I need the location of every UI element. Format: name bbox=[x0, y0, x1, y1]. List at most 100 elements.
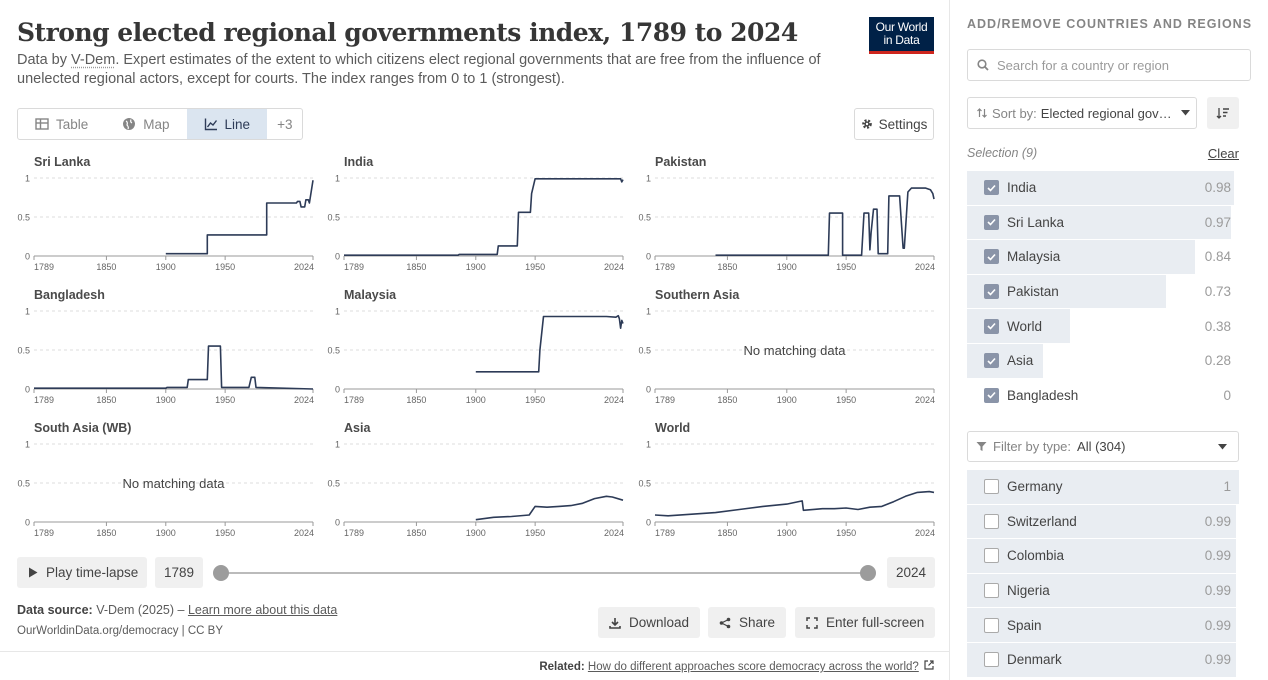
tab-line-label: Line bbox=[224, 116, 251, 132]
x-tick-label: 1950 bbox=[215, 528, 235, 538]
play-timelapse-button[interactable]: Play time-lapse bbox=[17, 557, 147, 588]
panel-title: India bbox=[344, 155, 374, 169]
tab-line[interactable]: Line bbox=[186, 109, 268, 139]
line-chart-icon bbox=[204, 118, 217, 131]
end-year-box[interactable]: 2024 bbox=[887, 557, 936, 588]
learn-more-link[interactable]: Learn more about this data bbox=[187, 603, 338, 617]
search-box[interactable] bbox=[967, 49, 1251, 81]
settings-button[interactable]: Settings bbox=[854, 108, 934, 140]
x-tick-label: 1950 bbox=[525, 262, 545, 272]
list-item[interactable]: Malaysia 0.84 bbox=[967, 240, 1239, 275]
external-link-icon bbox=[924, 660, 934, 670]
source-label: Data source: bbox=[17, 603, 93, 617]
checkbox[interactable] bbox=[984, 548, 999, 564]
value-bar bbox=[967, 642, 1237, 677]
filter-label: Filter by type: bbox=[993, 439, 1072, 454]
play-icon bbox=[29, 567, 38, 578]
entity-value: 0.99 bbox=[1204, 548, 1231, 564]
source-text: V-Dem (2025) – bbox=[96, 603, 188, 617]
x-tick-label: 1950 bbox=[836, 395, 856, 405]
checkbox[interactable] bbox=[984, 318, 999, 334]
y-tick-label: 0 bbox=[335, 252, 340, 262]
x-tick-label: 1789 bbox=[655, 528, 675, 538]
panel-title: Bangladesh bbox=[34, 288, 105, 302]
tab-map-label: Map bbox=[143, 116, 170, 132]
list-item[interactable]: Bangladesh 0 bbox=[967, 379, 1239, 414]
list-item[interactable]: Pakistan 0.73 bbox=[967, 274, 1239, 310]
checkbox[interactable] bbox=[984, 617, 999, 633]
entity-name: Malaysia bbox=[1007, 249, 1061, 265]
list-item[interactable]: India 0.98 bbox=[967, 171, 1239, 206]
filter-value: All (304) bbox=[1077, 439, 1126, 454]
entity-value: 0.84 bbox=[1204, 249, 1231, 265]
share-label: Share bbox=[739, 615, 776, 630]
fullscreen-button[interactable]: Enter full-screen bbox=[795, 607, 936, 638]
download-button[interactable]: Download bbox=[598, 607, 701, 638]
checkbox[interactable] bbox=[984, 284, 999, 300]
sort-order-icon bbox=[1216, 108, 1229, 119]
checkbox[interactable] bbox=[984, 214, 999, 230]
clear-button[interactable]: Clear bbox=[1207, 146, 1239, 161]
checkbox[interactable] bbox=[984, 479, 999, 495]
panel-title: Sri Lanka bbox=[34, 155, 91, 169]
sort-arrows-icon bbox=[977, 108, 987, 118]
x-tick-label: 1789 bbox=[655, 262, 675, 272]
related-link-row: Related: How do different approaches sco… bbox=[539, 660, 934, 673]
sort-order-button[interactable] bbox=[1207, 97, 1239, 129]
checkbox[interactable] bbox=[984, 249, 999, 265]
tab-table[interactable]: Table bbox=[18, 109, 105, 139]
entity-value: 0.99 bbox=[1204, 617, 1231, 633]
source-link[interactable]: V-Dem bbox=[71, 52, 116, 68]
filter-dropdown[interactable]: Filter by type: All (304) bbox=[967, 431, 1239, 462]
globe-icon bbox=[123, 118, 136, 130]
value-bar bbox=[967, 470, 1239, 504]
list-item[interactable]: Germany 1 bbox=[967, 470, 1239, 505]
checkbox[interactable] bbox=[984, 583, 999, 599]
checkbox[interactable] bbox=[984, 180, 999, 196]
x-tick-label: 2024 bbox=[915, 262, 935, 272]
timeline-track[interactable] bbox=[221, 572, 869, 574]
start-year-handle[interactable] bbox=[213, 565, 229, 581]
x-tick-label: 1900 bbox=[466, 395, 486, 405]
y-tick-label: 0.5 bbox=[327, 346, 340, 356]
end-year-handle[interactable] bbox=[860, 565, 876, 581]
x-tick-label: 1850 bbox=[717, 528, 737, 538]
tab-more[interactable]: +3 bbox=[267, 109, 302, 139]
y-tick-label: 0 bbox=[646, 385, 651, 395]
checkbox[interactable] bbox=[984, 353, 999, 369]
checkbox[interactable] bbox=[984, 652, 999, 668]
list-item[interactable]: Asia 0.28 bbox=[967, 343, 1239, 379]
entity-name: Germany bbox=[1007, 479, 1063, 495]
list-item[interactable]: Switzerland 0.99 bbox=[967, 504, 1239, 540]
search-input[interactable] bbox=[997, 57, 1237, 73]
list-item[interactable]: Sri Lanka 0.97 bbox=[967, 205, 1239, 241]
y-tick-label: 1 bbox=[646, 440, 651, 450]
check-icon bbox=[987, 219, 996, 227]
x-tick-label: 2024 bbox=[294, 395, 314, 405]
x-tick-label: 1850 bbox=[406, 395, 426, 405]
tab-map[interactable]: Map bbox=[105, 109, 186, 139]
list-item[interactable]: Spain 0.99 bbox=[967, 608, 1239, 643]
checkbox[interactable] bbox=[984, 387, 999, 403]
list-item[interactable]: Nigeria 0.99 bbox=[967, 573, 1239, 609]
filter-icon bbox=[976, 442, 987, 451]
expand-icon bbox=[806, 616, 818, 629]
y-tick-label: 1 bbox=[335, 307, 340, 317]
share-icon bbox=[719, 617, 731, 628]
start-year-box[interactable]: 1789 bbox=[155, 557, 204, 588]
panel-title: Asia bbox=[344, 421, 371, 435]
x-tick-label: 1900 bbox=[466, 528, 486, 538]
share-button[interactable]: Share bbox=[708, 607, 787, 638]
check-icon bbox=[987, 288, 996, 296]
list-item[interactable]: Colombia 0.99 bbox=[967, 539, 1239, 574]
chart-tabs: Table Map Line +3 bbox=[17, 108, 304, 140]
series-line bbox=[475, 314, 624, 373]
sort-dropdown[interactable]: Sort by: Elected regional governments bbox=[967, 97, 1197, 129]
owid-logo[interactable]: Our World in Data bbox=[869, 17, 934, 54]
list-item[interactable]: World 0.38 bbox=[967, 309, 1239, 344]
list-item[interactable]: Denmark 0.99 bbox=[967, 642, 1239, 678]
checkbox[interactable] bbox=[984, 513, 999, 529]
related-link[interactable]: How do different approaches score democr… bbox=[587, 661, 919, 673]
entity-value: 0.99 bbox=[1204, 513, 1231, 529]
value-bar bbox=[967, 539, 1237, 573]
